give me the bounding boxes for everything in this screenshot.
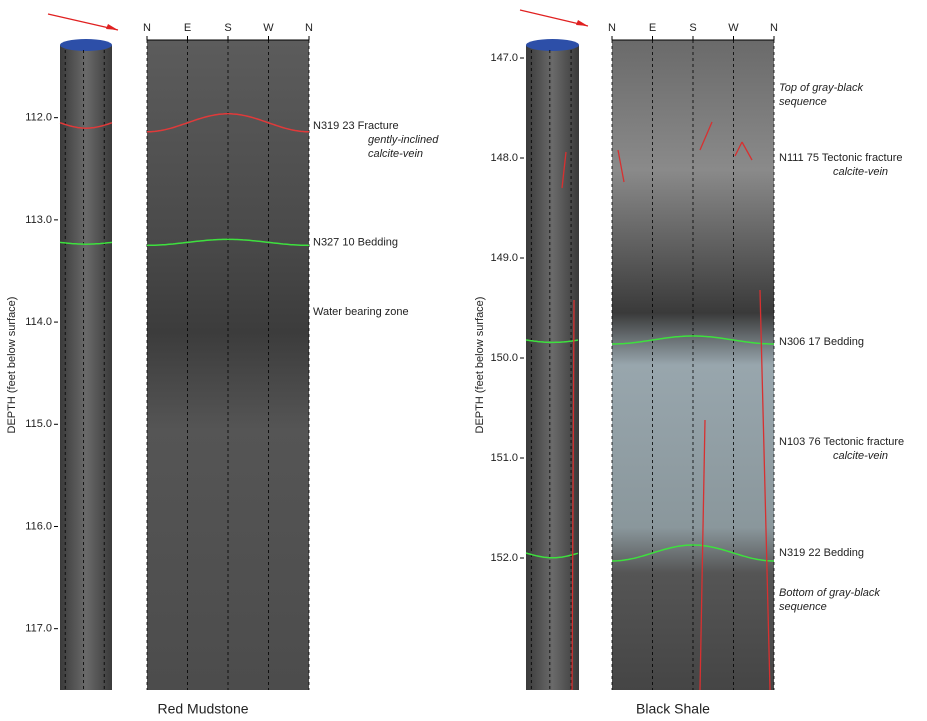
annotation-note: calcite-vein <box>833 166 888 178</box>
panel-caption: Red Mudstone <box>157 701 248 717</box>
annotation: N103 76 Tectonic fracture <box>779 436 904 448</box>
cylinder-cap <box>60 39 112 51</box>
y-tick-label: 116.0 <box>25 520 52 532</box>
annotation: N319 22 Bedding <box>779 547 864 559</box>
direction-label: W <box>263 22 274 34</box>
y-tick-label: 112.0 <box>25 112 52 124</box>
cylinder-cap <box>526 39 579 51</box>
annotation: N111 75 Tectonic fracture <box>779 152 903 164</box>
direction-label: N <box>770 22 778 34</box>
direction-label: E <box>649 22 656 34</box>
direction-label: N <box>608 22 616 34</box>
y-tick-label: 147.0 <box>490 52 518 64</box>
north-arrow <box>48 10 588 30</box>
y-tick-label: 114.0 <box>25 316 52 328</box>
figure: N E S W N DEPTH (feet below surface) 112.0 113.… <box>0 0 927 721</box>
y-tick-label: 149.0 <box>490 252 518 264</box>
log-panel: N E S W N DEPTH (feet below surface) 112.0 113.… <box>6 22 439 717</box>
annotation: N319 23 Fracture <box>313 120 399 132</box>
annotation: N306 17 Bedding <box>779 336 864 348</box>
annotation: N327 10 Bedding <box>313 236 398 248</box>
annotation-note: sequence <box>779 601 827 613</box>
log-panel: N E S W N DEPTH (feet below surface) 147.0 148.… <box>474 22 904 717</box>
annotation-note: sequence <box>779 96 827 108</box>
y-tick-label: 117.0 <box>25 623 52 635</box>
y-tick-label: 113.0 <box>25 214 52 226</box>
direction-label: E <box>184 22 191 34</box>
annotation-note: gently-inclined <box>368 134 439 146</box>
direction-label: N <box>305 22 313 34</box>
y-tick-label: 148.0 <box>490 152 518 164</box>
panel-caption: Black Shale <box>636 701 710 717</box>
annotation-note: calcite-vein <box>833 450 888 462</box>
annotation-note: calcite-vein <box>368 148 423 160</box>
annotation: Water bearing zone <box>313 306 409 318</box>
direction-label: S <box>224 22 231 34</box>
y-axis-label: DEPTH (feet below surface) <box>6 297 18 434</box>
y-tick-label: 115.0 <box>25 418 52 430</box>
y-tick-label: 151.0 <box>490 452 518 464</box>
y-tick-label: 152.0 <box>490 552 518 564</box>
direction-label: W <box>728 22 739 34</box>
direction-label: N <box>143 22 151 34</box>
annotation-note: Top of gray-black <box>779 82 863 94</box>
annotation-note: Bottom of gray-black <box>779 587 880 599</box>
direction-label: S <box>689 22 696 34</box>
y-tick-label: 150.0 <box>490 352 518 364</box>
y-axis-label: DEPTH (feet below surface) <box>474 297 486 434</box>
